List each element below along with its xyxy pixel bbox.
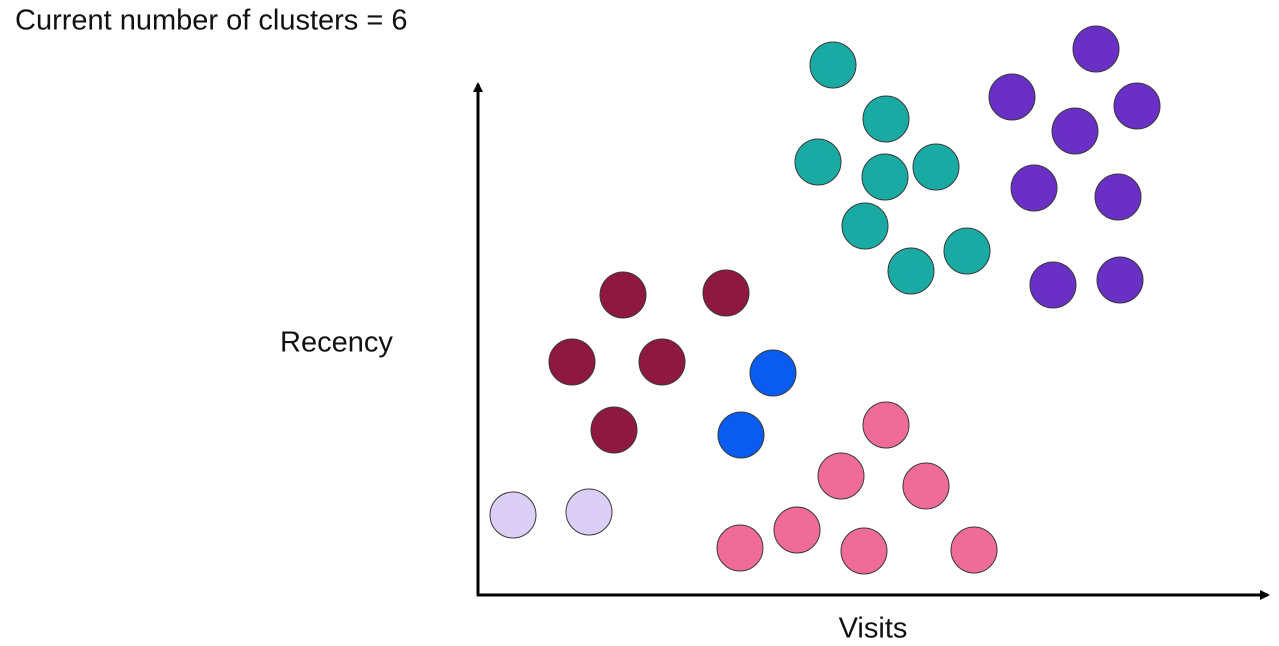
point xyxy=(749,349,797,397)
point xyxy=(590,406,638,454)
x-axis-label: Visits xyxy=(839,613,908,645)
point xyxy=(817,452,865,500)
point xyxy=(1113,82,1161,130)
point xyxy=(1029,261,1077,309)
point xyxy=(638,338,686,386)
points xyxy=(489,25,1161,575)
point xyxy=(599,271,647,319)
point xyxy=(809,41,857,89)
point xyxy=(862,401,910,449)
point xyxy=(1094,173,1142,221)
point xyxy=(1010,164,1058,212)
point xyxy=(861,153,909,201)
point xyxy=(565,488,613,536)
point xyxy=(862,95,910,143)
point xyxy=(887,247,935,295)
point xyxy=(1072,25,1120,73)
point xyxy=(950,526,998,574)
title: Current number of clusters = 6 xyxy=(15,5,407,37)
point xyxy=(773,506,821,554)
point xyxy=(716,524,764,572)
y-axis-label: Recency xyxy=(280,327,393,359)
point xyxy=(1051,107,1099,155)
point xyxy=(988,73,1036,121)
point xyxy=(1096,256,1144,304)
point xyxy=(548,338,596,386)
point xyxy=(794,138,842,186)
point xyxy=(902,462,950,510)
point xyxy=(943,227,991,275)
point xyxy=(717,411,765,459)
point xyxy=(912,143,960,191)
point xyxy=(489,491,537,539)
point xyxy=(841,202,889,250)
point xyxy=(840,527,888,575)
point xyxy=(702,269,750,317)
